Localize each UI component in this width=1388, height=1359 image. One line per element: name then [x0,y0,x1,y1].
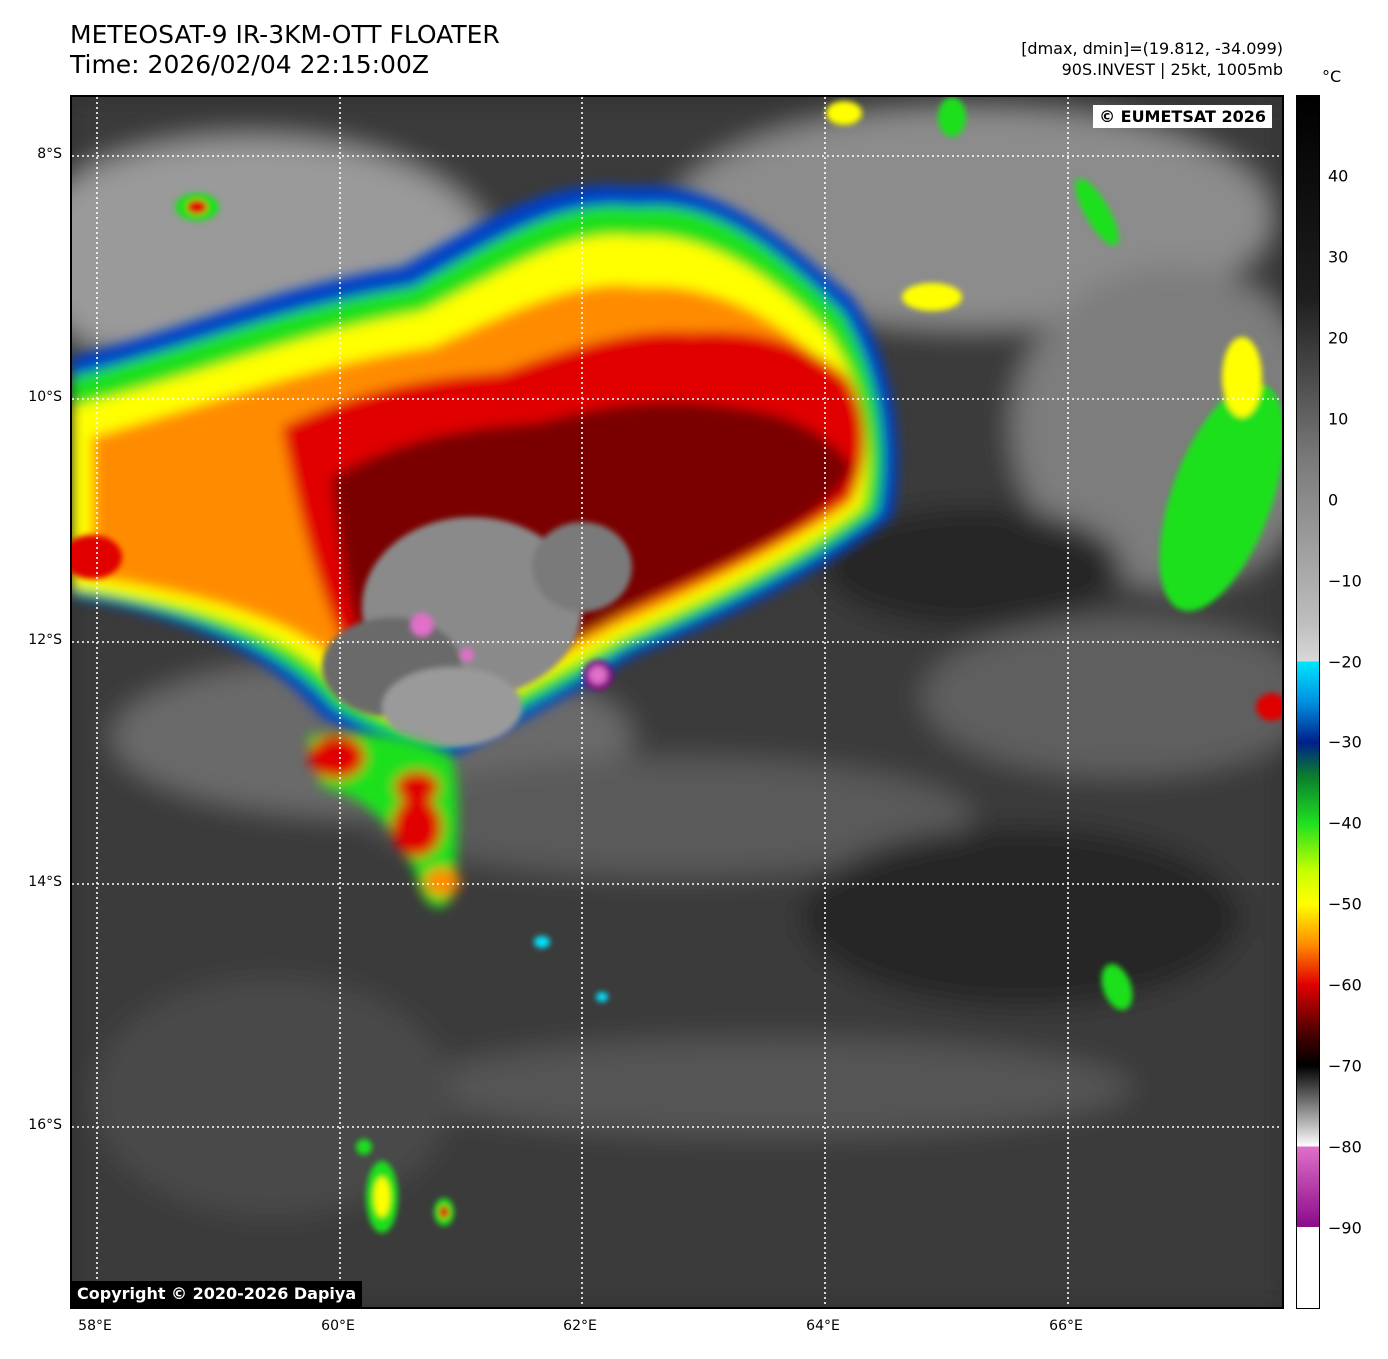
lat-lon-grid [72,97,1282,1307]
colorbar-tick-label: −30 [1328,732,1362,752]
dapiya-copyright: Copyright © 2020-2026 Dapiya [72,1281,363,1307]
scattered-cells [72,97,1282,1233]
temperature-colorbar [1296,95,1320,1309]
colorbar-tick-label: 20 [1328,328,1349,348]
colorbar-tick-label: 40 [1328,166,1349,186]
lat-label-8s: 8°S [37,146,62,162]
colorbar-tick-label: −50 [1328,894,1362,914]
title-line-2: Time: 2026/02/04 22:15:00Z [70,50,429,79]
lon-label-62e: 62°E [563,1318,597,1334]
lat-label-12s: 12°S [28,632,62,648]
colorbar-tick-label: −40 [1328,813,1362,833]
meta-line-1: [dmax, dmin]=(19.812, -34.099) [1021,39,1283,58]
southern-rainband [307,733,460,908]
overshooting-tops [410,613,613,690]
colorbar-tick-label: −80 [1328,1137,1362,1157]
title-line-1: METEOSAT-9 IR-3KM-OTT FLOATER [70,20,500,49]
colorbar-tick-label: −90 [1328,1218,1362,1238]
eumetsat-copyright: © EUMETSAT 2026 [1093,105,1272,128]
lon-label-66e: 66°E [1049,1318,1083,1334]
colorbar-tick-label: −10 [1328,571,1362,591]
lon-label-58e: 58°E [78,1318,112,1334]
colorbar-tick-label: −20 [1328,652,1362,672]
central-warm-region [322,517,632,747]
ir-imagery [72,97,1282,1307]
lat-label-16s: 16°S [28,1117,62,1133]
lon-label-60e: 60°E [321,1318,355,1334]
storm-meta: [dmax, dmin]=(19.812, -34.099) 90S.INVES… [1021,38,1283,80]
colorbar-tick-label: −70 [1328,1056,1362,1076]
lon-label-64e: 64°E [806,1318,840,1334]
lat-label-10s: 10°S [28,389,62,405]
convective-cloud-mass [72,185,898,759]
lat-label-14s: 14°S [28,874,62,890]
satellite-map: © EUMETSAT 2026 Copyright © 2020-2026 Da… [70,95,1284,1309]
chart-title: METEOSAT-9 IR-3KM-OTT FLOATER Time: 2026… [70,20,500,80]
colorbar-tick-label: 0 [1328,490,1339,510]
colorbar-unit: °C [1322,67,1342,86]
colorbar-tick-label: −60 [1328,975,1362,995]
meta-line-2: 90S.INVEST | 25kt, 1005mb [1061,60,1283,79]
colorbar-tick-label: 10 [1328,409,1349,429]
colorbar-tick-label: 30 [1328,247,1349,267]
